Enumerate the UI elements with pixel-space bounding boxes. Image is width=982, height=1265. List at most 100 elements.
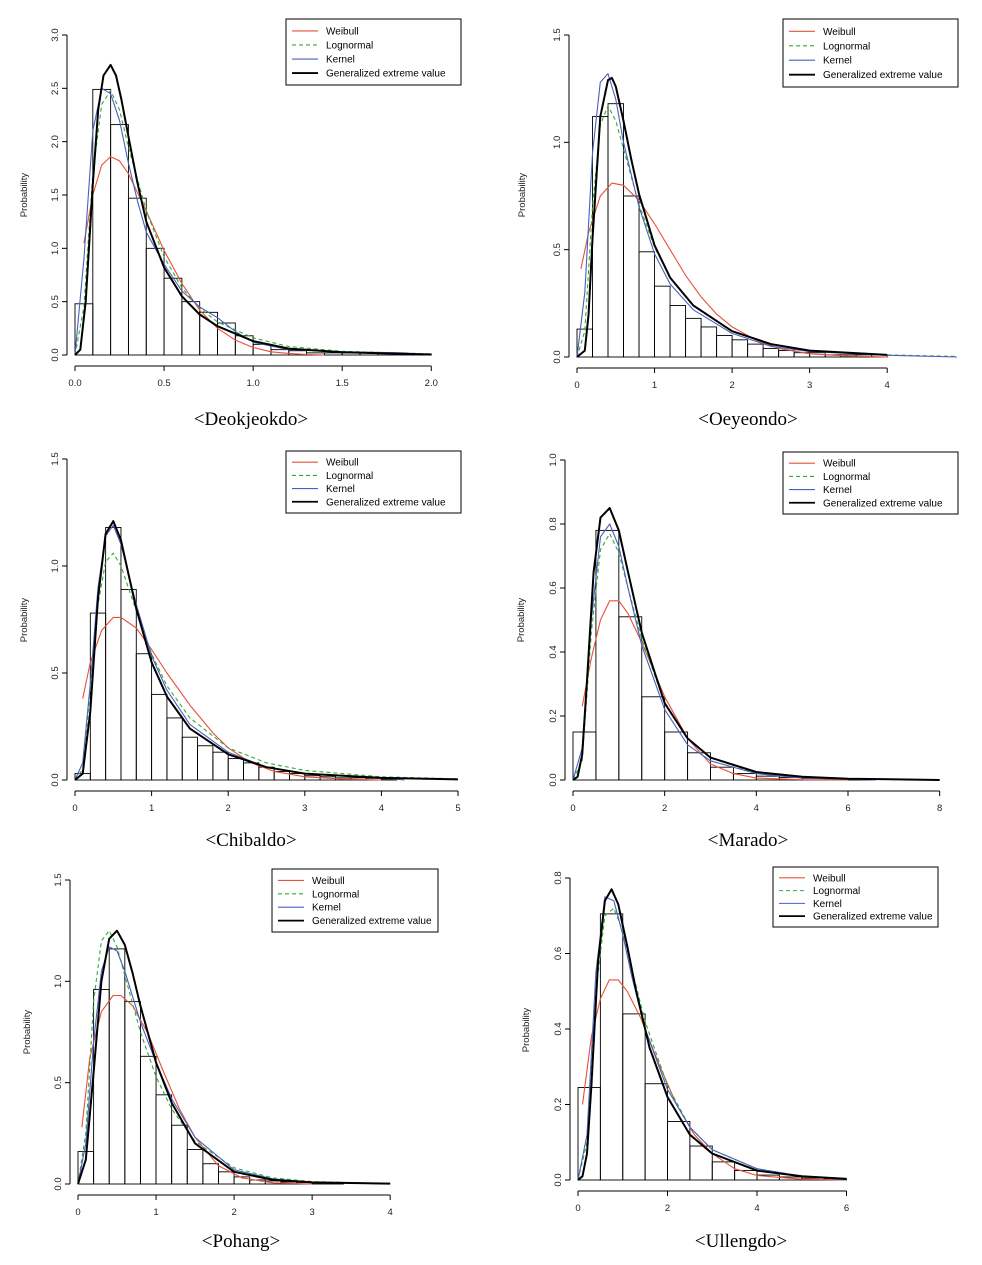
- legend-label: Generalized extreme value: [823, 498, 943, 509]
- gev-curve: [77, 929, 391, 1185]
- x-tick-label: 0: [570, 803, 575, 814]
- histogram-bar: [108, 948, 126, 1185]
- histogram-bar: [716, 335, 733, 358]
- weibull-curve: [81, 994, 313, 1185]
- histogram-bar: [323, 352, 343, 356]
- panel-caption: <Chibaldo>: [205, 830, 296, 851]
- legend-label: Kernel: [813, 899, 842, 910]
- histogram-bar: [638, 251, 656, 358]
- gev-curve: [74, 520, 459, 781]
- legend-box: [285, 18, 462, 86]
- histogram-bar: [747, 343, 764, 358]
- histogram-bar: [700, 326, 718, 358]
- histogram-bar: [687, 752, 711, 781]
- x-tick-label: 1.0: [247, 378, 260, 389]
- histogram-bar: [607, 103, 624, 358]
- x-tick-label: 6: [844, 1203, 849, 1214]
- y-tick-label: 1.5: [50, 188, 61, 201]
- x-tick-label: 4: [379, 803, 384, 814]
- legend: Weibull Lognormal Kernel Generalized extrem…: [285, 450, 462, 514]
- legend-label: Generalized extreme value: [326, 69, 446, 80]
- x-tick-label: 0: [72, 803, 77, 814]
- weibull-curve: [83, 156, 325, 356]
- x-tick-label: 4: [754, 803, 759, 814]
- y-tick-label: 1.0: [552, 136, 563, 149]
- histogram-bar: [234, 335, 254, 356]
- y-axis-label: Probability: [516, 598, 527, 643]
- histogram-bar: [623, 195, 640, 358]
- x-tick-label: 8: [937, 803, 942, 814]
- y-tick-label: 0.8: [548, 517, 559, 530]
- x-tick-label: 0: [75, 1207, 80, 1218]
- histogram-bar: [595, 529, 620, 781]
- legend: Weibull Lognormal Kernel Generalized extrem…: [285, 18, 462, 86]
- histogram-bar: [778, 350, 795, 358]
- kernel-curve: [74, 524, 405, 781]
- legend-label: Kernel: [326, 484, 355, 495]
- chart-panel-3: 0.0 0.5 1.0 1.5 Probability 0 1 2 3 4 5 Weibull Logn…: [19, 450, 462, 851]
- lognormal-curve: [74, 89, 432, 356]
- legend-label: Weibull: [326, 26, 359, 37]
- gev-curve: [576, 76, 888, 358]
- legend-label: Generalized extreme value: [823, 70, 943, 81]
- legend-label: Lognormal: [326, 40, 373, 51]
- y-tick-label: 0.8: [553, 871, 564, 884]
- histogram-bar: [227, 758, 244, 781]
- y-tick-label: 0.5: [50, 295, 61, 308]
- x-tick-label: 0: [574, 380, 579, 391]
- histogram-bar: [120, 589, 137, 781]
- x-tick-label: 2: [226, 803, 231, 814]
- y-axis-label: Probability: [19, 173, 30, 218]
- legend: Weibull Lognormal Kernel Generalized extrem…: [271, 868, 439, 933]
- y-tick-label: 0.2: [553, 1098, 564, 1111]
- x-tick-label: 2.0: [425, 378, 438, 389]
- weibull-curve: [581, 600, 849, 781]
- legend-label: Weibull: [813, 873, 846, 884]
- x-tick-label: 6: [845, 803, 850, 814]
- y-tick-label: 0.0: [552, 350, 563, 363]
- y-tick-label: 0.5: [50, 666, 61, 679]
- legend-label: Kernel: [312, 903, 341, 914]
- y-axis-label: Probability: [22, 1010, 33, 1055]
- legend-label: Lognormal: [813, 886, 860, 897]
- histogram-bar: [622, 1013, 646, 1181]
- histogram-bar: [218, 1171, 235, 1185]
- x-tick-label: 1: [652, 380, 657, 391]
- histogram-bar: [641, 696, 666, 781]
- y-tick-label: 0.4: [553, 1022, 564, 1035]
- histogram-bar: [644, 1083, 668, 1181]
- histogram-bar: [171, 1124, 188, 1185]
- x-tick-label: 2: [231, 1207, 236, 1218]
- chart-panel-6: 0.0 0.2 0.4 0.6 0.8 Probability 0 2 4 6 Weibull Log…: [521, 866, 939, 1252]
- legend-label: Lognormal: [823, 472, 870, 483]
- y-axis-label: Probability: [19, 598, 30, 643]
- gev-curve: [74, 63, 432, 356]
- histogram-bar: [135, 653, 153, 781]
- kernel-curve: [572, 523, 876, 781]
- x-tick-label: 3: [807, 380, 812, 391]
- histogram-bar: [163, 277, 183, 356]
- lognormal-curve: [577, 907, 847, 1181]
- lognormal-curve: [572, 533, 849, 781]
- y-tick-label: 1.0: [53, 975, 64, 988]
- legend: Weibull Lognormal Kernel Generalized extrem…: [782, 18, 959, 88]
- x-tick-label: 0.0: [68, 378, 81, 389]
- x-tick-label: 3: [302, 803, 307, 814]
- y-tick-label: 0.5: [552, 243, 563, 256]
- histogram-bar: [92, 88, 112, 356]
- legend-label: Generalized extreme value: [813, 912, 933, 923]
- legend-label: Weibull: [823, 459, 856, 470]
- histogram-bar: [124, 1001, 141, 1185]
- x-tick-label: 0: [575, 1203, 580, 1214]
- weibull-curve: [82, 616, 382, 781]
- histogram-bar: [105, 527, 122, 781]
- chart-panel-4: 0.0 0.2 0.4 0.6 0.8 1.0 Probability 0 2 4 6 8 Weibul…: [516, 451, 959, 851]
- y-tick-label: 2.5: [50, 82, 61, 95]
- legend-label: Weibull: [312, 876, 345, 887]
- legend-label: Kernel: [823, 485, 852, 496]
- panel-caption: <Marado>: [708, 830, 789, 851]
- histogram-bar: [762, 347, 780, 358]
- x-tick-label: 0.5: [157, 378, 170, 389]
- histogram-bar: [197, 745, 214, 781]
